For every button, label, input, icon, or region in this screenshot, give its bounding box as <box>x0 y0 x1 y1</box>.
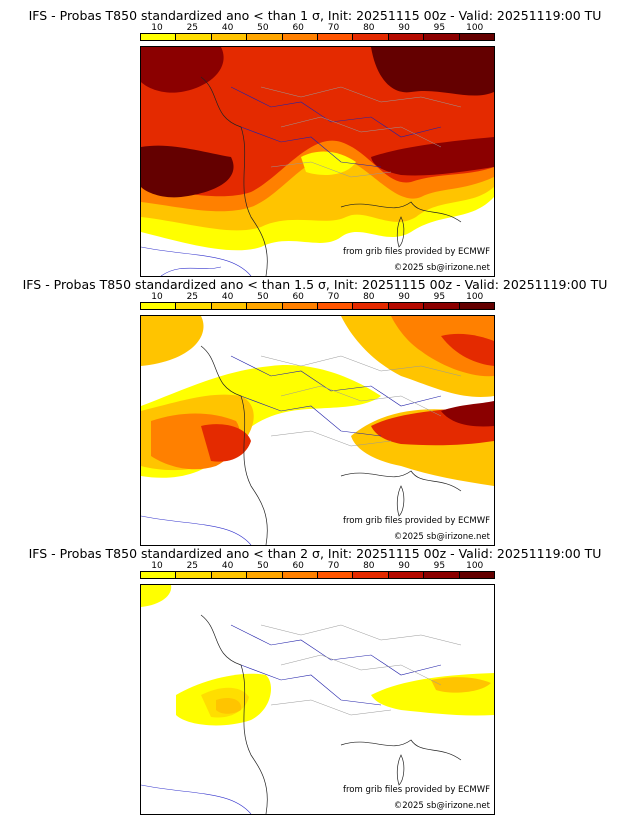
panel-title: IFS - Probas T850 standardized ano < tha… <box>22 277 608 292</box>
colorbar-segment <box>282 303 319 309</box>
colorbar-segment <box>353 303 389 309</box>
colorbar-tick-label: 90 <box>398 23 410 33</box>
colorbar-ticks: 10 25 40 50 60 70 80 90 95 100 <box>140 23 495 33</box>
colorbar-tick-label: 80 <box>363 23 375 33</box>
colorbar-ticks: 10 25 40 50 60 70 80 90 95 100 <box>140 292 495 302</box>
colorbar-segment <box>424 303 460 309</box>
colorbar-segment <box>211 303 248 309</box>
probability-map: from grib files provided by ECMWF ©2025 … <box>140 584 495 815</box>
colorbar <box>140 33 495 41</box>
colorbar-segment <box>141 303 177 309</box>
colorbar-tick-label: 10 <box>151 292 163 302</box>
colorbar-segment <box>318 34 354 40</box>
colorbar-tick-label: 10 <box>151 23 163 33</box>
colorbar-tick-label: 100 <box>466 561 484 571</box>
colorbar <box>140 302 495 310</box>
colorbar-segment <box>211 572 248 578</box>
panel-1-sigma: IFS - Probas T850 standardized ano < tha… <box>0 8 630 278</box>
colorbar <box>140 571 495 579</box>
colorbar-tick-label: 95 <box>433 561 446 571</box>
colorbar-tick-label: 95 <box>433 23 446 33</box>
colorbar-segment <box>176 34 212 40</box>
colorbar-tick-label: 70 <box>327 23 340 33</box>
colorbar-segment <box>424 34 460 40</box>
colorbar-segment <box>388 303 425 309</box>
colorbar-tick-label: 60 <box>292 561 304 571</box>
colorbar-tick-label: 40 <box>221 23 234 33</box>
colorbar-tick-label: 10 <box>151 561 163 571</box>
credit-source: from grib files provided by ECMWF <box>343 516 490 526</box>
credit-source: from grib files provided by ECMWF <box>343 247 490 257</box>
panel-2-sigma: IFS - Probas T850 standardized ano < tha… <box>0 546 630 816</box>
panel-title: IFS - Probas T850 standardized ano < tha… <box>28 8 602 23</box>
colorbar-segment <box>176 572 212 578</box>
colorbar-tick-label: 95 <box>433 292 446 302</box>
probability-map: from grib files provided by ECMWF ©2025 … <box>140 46 495 277</box>
colorbar-segment <box>247 303 283 309</box>
map-svg <box>141 585 494 814</box>
map-svg <box>141 316 494 545</box>
colorbar-tick-label: 60 <box>292 292 304 302</box>
colorbar-segment <box>459 34 495 40</box>
colorbar-segment <box>141 34 177 40</box>
colorbar-ticks: 10 25 40 50 60 70 80 90 95 100 <box>140 561 495 571</box>
credit-copyright: ©2025 sb@irizone.net <box>393 801 490 811</box>
colorbar-tick-label: 50 <box>257 561 269 571</box>
colorbar-tick-label: 50 <box>257 23 269 33</box>
probability-map: from grib files provided by ECMWF ©2025 … <box>140 315 495 546</box>
colorbar-segment <box>318 572 354 578</box>
colorbar-tick-label: 90 <box>398 292 410 302</box>
colorbar-tick-label: 25 <box>186 292 199 302</box>
colorbar-tick-label: 80 <box>363 292 375 302</box>
colorbar-segment <box>388 572 425 578</box>
colorbar-tick-label: 50 <box>257 292 269 302</box>
colorbar-segment <box>282 572 319 578</box>
colorbar-tick-label: 40 <box>221 292 234 302</box>
credit-source: from grib files provided by ECMWF <box>343 785 490 795</box>
map-svg <box>141 47 494 276</box>
colorbar-segment <box>282 34 319 40</box>
credit-copyright: ©2025 sb@irizone.net <box>393 263 490 273</box>
colorbar-segment <box>318 303 354 309</box>
colorbar-segment <box>353 34 389 40</box>
colorbar-tick-label: 70 <box>327 561 340 571</box>
colorbar-tick-label: 70 <box>327 292 340 302</box>
colorbar-segment <box>141 572 177 578</box>
panel-1-5-sigma: IFS - Probas T850 standardized ano < tha… <box>0 277 630 547</box>
colorbar-segment <box>353 572 389 578</box>
colorbar-segment <box>459 303 495 309</box>
colorbar-tick-label: 60 <box>292 23 304 33</box>
colorbar-tick-label: 90 <box>398 561 410 571</box>
colorbar-tick-label: 25 <box>186 561 199 571</box>
colorbar-tick-label: 25 <box>186 23 199 33</box>
colorbar-segment <box>211 34 248 40</box>
colorbar-segment <box>424 572 460 578</box>
colorbar-tick-label: 40 <box>221 561 234 571</box>
colorbar-tick-label: 100 <box>466 23 484 33</box>
colorbar-tick-label: 100 <box>466 292 484 302</box>
colorbar-tick-label: 80 <box>363 561 375 571</box>
colorbar-segment <box>247 34 283 40</box>
credit-copyright: ©2025 sb@irizone.net <box>393 532 490 542</box>
colorbar-segment <box>388 34 425 40</box>
colorbar-segment <box>176 303 212 309</box>
panel-title: IFS - Probas T850 standardized ano < tha… <box>28 546 602 561</box>
colorbar-segment <box>247 572 283 578</box>
colorbar-segment <box>459 572 495 578</box>
